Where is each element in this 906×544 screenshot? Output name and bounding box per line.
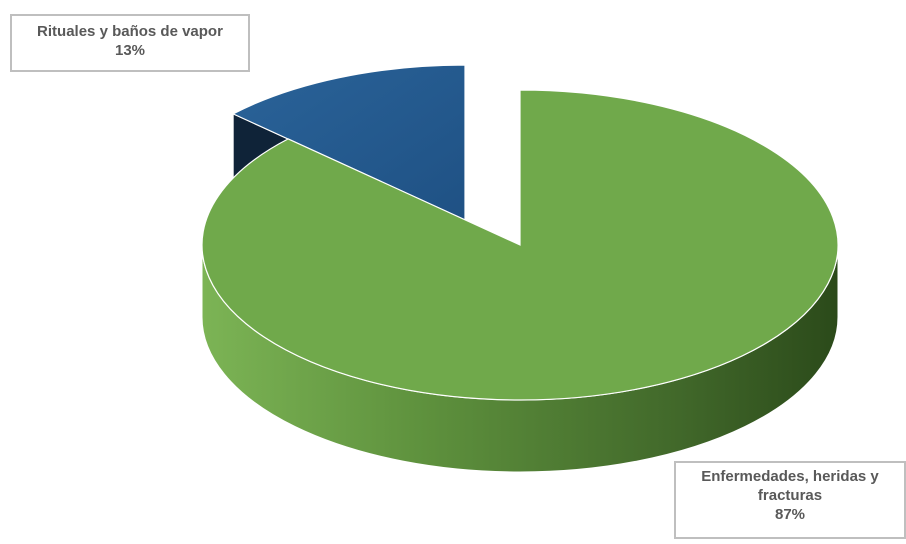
data-label-enfermedades: Enfermedades, heridas y fracturas 87% bbox=[674, 461, 906, 539]
slice-label-enfermedades-line1: Enfermedades, heridas y bbox=[701, 468, 879, 485]
data-label-rituales: Rituales y baños de vapor 13% bbox=[10, 14, 250, 72]
pie-slice-0 bbox=[231, 64, 466, 221]
slice-label-rituales: Rituales y baños de vapor bbox=[37, 23, 223, 40]
pie-slice-1 bbox=[201, 89, 839, 401]
slice-percent-enfermedades: 87% bbox=[774, 506, 806, 523]
slice-label-enfermedades-line2: fracturas bbox=[757, 487, 823, 504]
slice-percent-rituales: 13% bbox=[114, 42, 146, 59]
